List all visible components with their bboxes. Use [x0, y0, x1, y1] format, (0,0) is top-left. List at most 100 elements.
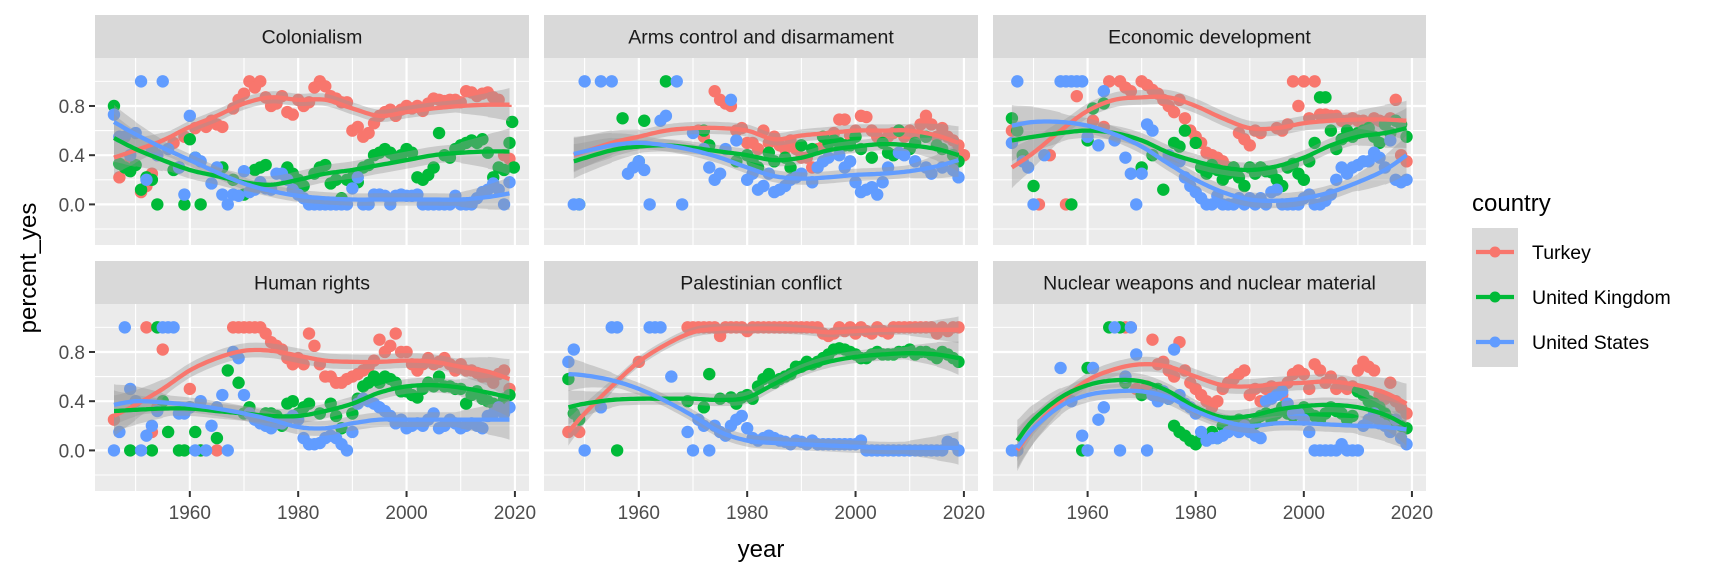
data-point [308, 339, 321, 353]
y-tick-label: 0.8 [59, 343, 85, 364]
confidence-band [114, 342, 510, 437]
data-point [1097, 401, 1111, 414]
x-tick-label: 1960 [1066, 503, 1108, 524]
data-point [503, 176, 516, 189]
confidence-band [1017, 356, 1407, 472]
facet-panel: Economic development [993, 15, 1426, 245]
data-point [151, 198, 164, 211]
data-point [432, 370, 446, 383]
data-point [1178, 124, 1192, 137]
data-point [578, 444, 591, 457]
data-point [302, 397, 316, 410]
data-point [1308, 75, 1321, 88]
data-point [351, 171, 364, 184]
x-tick-label: 1960 [618, 503, 660, 524]
data-point [1124, 85, 1138, 98]
data-point [319, 158, 332, 172]
data-point [1400, 130, 1413, 143]
data-point [925, 167, 938, 180]
data-point [643, 198, 656, 211]
data-point [302, 327, 316, 340]
data-point [594, 75, 608, 88]
plot-area [107, 75, 521, 211]
data-point [183, 382, 197, 396]
plot-area [1005, 321, 1413, 472]
data-point [1367, 364, 1381, 377]
data-point [1400, 173, 1413, 186]
x-tick-label: 2000 [1283, 503, 1325, 524]
plot-area [107, 321, 516, 457]
data-point [1238, 364, 1251, 377]
data-point [124, 444, 137, 457]
confidence-band [1011, 107, 1407, 178]
smooth-line [567, 351, 959, 410]
data-point [638, 114, 651, 127]
data-point [167, 321, 180, 334]
data-point [1113, 444, 1127, 457]
data-point [1092, 413, 1105, 426]
data-point [1081, 130, 1094, 143]
data-point [1135, 167, 1148, 180]
data-point [713, 167, 727, 180]
data-point [1151, 394, 1165, 408]
data-point [1303, 382, 1316, 396]
smooth-line [114, 382, 510, 419]
data-point [1086, 114, 1100, 127]
data-point [605, 75, 618, 88]
data-point [1297, 173, 1311, 186]
data-point [1027, 179, 1040, 193]
legend-item: United States [1476, 332, 1649, 354]
data-point [389, 327, 402, 340]
data-point [210, 431, 224, 445]
y-axis-title: percent_yes [15, 203, 42, 334]
legend-item: United Kingdom [1476, 287, 1671, 309]
data-point [675, 198, 689, 211]
data-point [346, 182, 359, 195]
facet-strip [993, 261, 1426, 304]
data-point [838, 113, 851, 126]
y-tick-label: 0.0 [59, 195, 85, 216]
x-tick-label: 1980 [726, 503, 768, 524]
data-point [1075, 429, 1089, 442]
data-point [140, 429, 153, 442]
data-point [610, 321, 624, 334]
y-tick-label: 0.4 [59, 146, 86, 167]
data-point [654, 321, 667, 334]
data-point [259, 158, 272, 172]
facet-strip [544, 15, 978, 58]
smooth-line [113, 95, 512, 160]
data-point [194, 198, 207, 211]
data-point [881, 161, 895, 174]
data-point [237, 87, 251, 100]
data-point [134, 183, 148, 196]
legend: country Turkey United Kingdom United State… [1472, 190, 1671, 367]
smooth-line [113, 136, 510, 187]
data-point [925, 118, 938, 131]
data-point [503, 401, 516, 414]
data-point [1011, 75, 1024, 88]
data-point [221, 444, 234, 457]
data-point [161, 425, 175, 439]
data-point [134, 75, 148, 88]
data-point [319, 80, 332, 93]
data-point [237, 164, 251, 178]
data-point [1038, 148, 1051, 162]
data-point [952, 171, 965, 184]
data-point [1130, 348, 1143, 361]
data-point [232, 189, 245, 202]
data-point [1276, 385, 1289, 398]
smooth-line [113, 398, 510, 431]
data-point [1313, 364, 1327, 377]
data-point [578, 75, 591, 88]
data-point [562, 355, 575, 369]
data-point [346, 425, 359, 439]
data-point [659, 75, 673, 88]
data-point [1286, 75, 1300, 88]
confidence-band [114, 87, 510, 175]
confidence-band [568, 340, 959, 425]
data-point [1157, 183, 1170, 196]
data-point [503, 136, 516, 150]
data-point [351, 120, 364, 134]
plot-area [562, 316, 965, 466]
data-point [254, 75, 267, 88]
